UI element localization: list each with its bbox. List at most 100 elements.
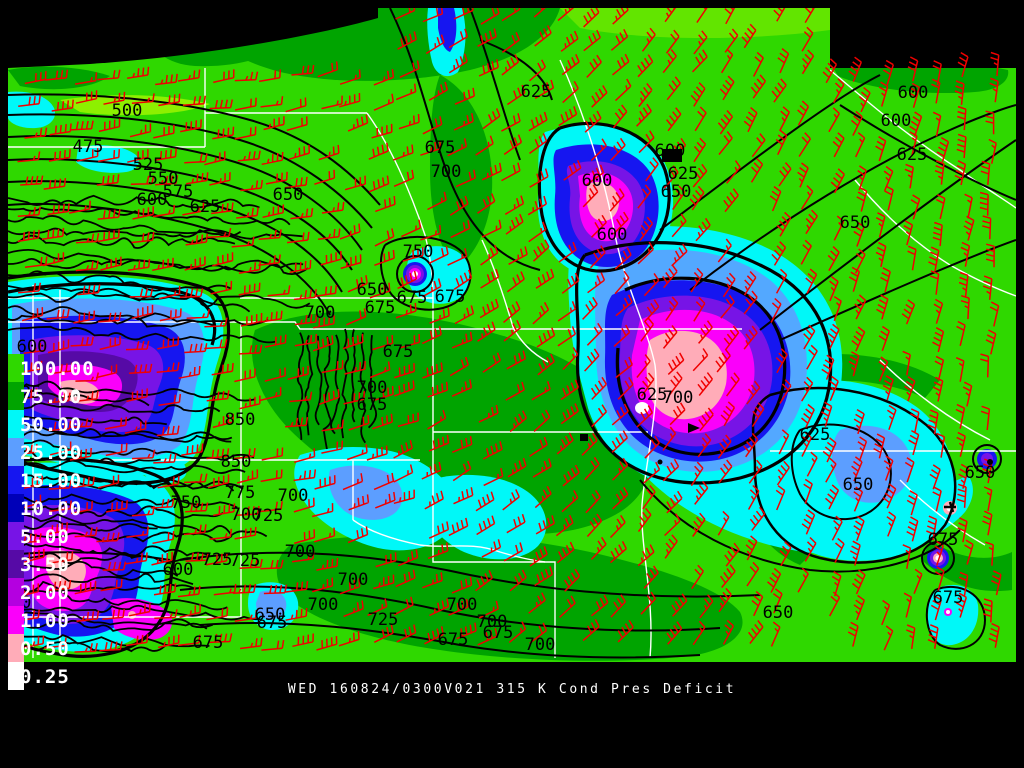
contour-label: 725: [368, 610, 399, 630]
contour-label: 700: [477, 612, 508, 632]
legend-value-label: 25.00: [20, 442, 82, 464]
station-markers: [580, 149, 993, 513]
contour-label: 600: [898, 83, 929, 103]
legend-box: [8, 410, 24, 438]
contour-label: 700: [431, 162, 462, 182]
contour-label: 675: [357, 395, 388, 415]
contour-label: 650: [255, 605, 286, 625]
legend-value-label: 15.00: [20, 470, 82, 492]
black-square-marker: [580, 434, 588, 441]
legend-box: [8, 438, 24, 466]
contour-label: 700: [525, 635, 556, 655]
contour-label: 650: [273, 185, 304, 205]
no-data-wedges: [8, 8, 1016, 68]
contour-label: 675: [435, 287, 466, 307]
contour-label: 650: [661, 182, 692, 202]
contour-label: 700: [338, 570, 369, 590]
contour-label: 675: [365, 298, 396, 318]
contour-label: 600: [17, 337, 48, 357]
contour-label: 500: [112, 101, 143, 121]
terrain-contour-knot: [8, 194, 378, 653]
contour-label: 625: [521, 82, 552, 102]
contour-label: 625: [190, 197, 221, 217]
contour-label: 650: [357, 280, 388, 300]
contour-label: 650: [840, 213, 871, 233]
contour-label: 675: [257, 613, 288, 633]
contour-label: 600: [163, 560, 194, 580]
contour-label: 750: [403, 242, 434, 262]
black-square-marker: [662, 149, 682, 162]
contour-label: 575: [163, 182, 194, 202]
contour-label: 650: [843, 475, 874, 495]
contour-label: 675: [933, 588, 964, 608]
contour-label: 600: [582, 171, 613, 191]
contour-label: 525: [133, 155, 164, 175]
contour-label: 625: [800, 425, 831, 445]
legend-value-label: 1.00: [20, 610, 70, 632]
wind-barbs: [15, 8, 1002, 653]
legend-box: [8, 382, 24, 410]
contour-label: 750: [171, 493, 202, 513]
contour-label: 675: [383, 342, 414, 362]
legend-box: [8, 634, 24, 662]
contour-label: 675: [425, 138, 456, 158]
contour-label: 725: [230, 551, 261, 571]
light-green-fills: [60, 8, 830, 116]
contour-label: 475: [73, 137, 104, 157]
legend-value-label: 2.00: [20, 582, 70, 604]
legend-box: [8, 466, 24, 494]
legend-value-label: 0.25: [20, 666, 70, 688]
map-title: WED 160824/0300V021 315 K Cond Pres Defi…: [287, 682, 737, 697]
legend-value-label: 3.50: [20, 554, 70, 576]
legend-box: [8, 550, 24, 578]
contour-label: 550: [148, 169, 179, 189]
contour-label: 675: [193, 633, 224, 653]
legend-value-label: 5.00: [20, 526, 70, 548]
contour-label: 650: [965, 463, 996, 483]
legend-box: [8, 354, 24, 382]
dot-marker: [987, 459, 993, 465]
contour-label: 775: [225, 483, 256, 503]
contour-label: 700: [357, 378, 388, 398]
legend-colorbar: 100.00 75.00 50.00 25.00 15.00 10.00 5.00 3.50 2…: [8, 354, 95, 690]
legend-box: [8, 522, 24, 550]
legend-box: [8, 578, 24, 606]
legend-value-label: 100.00: [20, 358, 95, 380]
contour-label: 700: [278, 486, 309, 506]
contour-label: 700: [308, 595, 339, 615]
contour-label: 850: [225, 410, 256, 430]
contour-label: 700: [663, 388, 694, 408]
contour-lines: [8, 8, 1016, 659]
contour-label: 700: [305, 303, 336, 323]
contour-label: 700: [285, 542, 316, 562]
legend-box: [8, 494, 24, 522]
contour-label: 700: [231, 505, 262, 525]
contour-label: 675: [438, 630, 469, 650]
legend-value-label: 0.50: [20, 638, 70, 660]
contour-label: 675: [397, 288, 428, 308]
contour-label: 625: [637, 385, 668, 405]
legend-box: [8, 662, 24, 690]
contour-label: 600: [137, 190, 168, 210]
contour-label: 625: [897, 145, 928, 165]
dot-marker: [657, 459, 663, 465]
contour-label: 650: [763, 603, 794, 623]
contour-label: 725: [202, 550, 233, 570]
contour-label: 600: [881, 111, 912, 131]
legend-box: [8, 606, 24, 634]
contour-label: 850: [221, 452, 252, 472]
triangle-marker: [688, 423, 700, 433]
contour-label: 725: [253, 506, 284, 526]
legend-value-label: 50.00: [20, 414, 82, 436]
legend-value-label: 75.00: [20, 386, 82, 408]
contour-label: 675: [483, 623, 514, 643]
contour-label: 700: [447, 595, 478, 615]
contour-label: 600: [597, 225, 628, 245]
contour-label: 675: [928, 530, 959, 550]
cross-marker: [944, 501, 956, 513]
contour-label: 625: [668, 164, 699, 184]
legend-value-label: 10.00: [20, 498, 82, 520]
